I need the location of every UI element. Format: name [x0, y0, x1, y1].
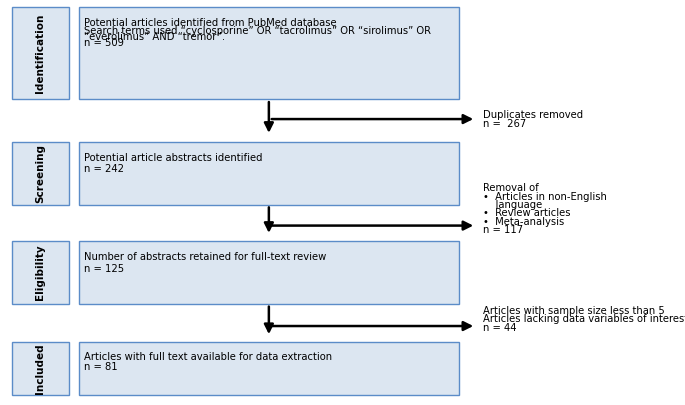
- Text: n = 44: n = 44: [483, 323, 516, 333]
- Text: Articles with full text available for data extraction: Articles with full text available for da…: [84, 352, 332, 362]
- Text: Included: Included: [36, 343, 45, 394]
- Text: •  Meta-analysis: • Meta-analysis: [483, 217, 564, 227]
- Text: n =  267: n = 267: [483, 119, 526, 129]
- FancyBboxPatch shape: [12, 342, 68, 395]
- Text: Articles lacking data variables of interest: Articles lacking data variables of inter…: [483, 314, 685, 324]
- Text: Number of abstracts retained for full-text review: Number of abstracts retained for full-te…: [84, 252, 327, 262]
- Text: n = 117: n = 117: [483, 226, 523, 235]
- FancyBboxPatch shape: [12, 7, 68, 99]
- Text: Removal of: Removal of: [483, 183, 538, 193]
- FancyBboxPatch shape: [79, 342, 459, 395]
- Text: Duplicates removed: Duplicates removed: [483, 110, 583, 120]
- FancyBboxPatch shape: [79, 7, 459, 99]
- FancyBboxPatch shape: [12, 241, 68, 304]
- Text: language: language: [483, 200, 542, 210]
- FancyBboxPatch shape: [79, 241, 459, 304]
- Text: •  Articles in non-English: • Articles in non-English: [483, 192, 607, 202]
- Text: Identification: Identification: [36, 13, 45, 93]
- Text: n = 125: n = 125: [84, 264, 125, 274]
- Text: n = 242: n = 242: [84, 164, 124, 175]
- Text: n = 81: n = 81: [84, 362, 118, 373]
- FancyBboxPatch shape: [12, 142, 68, 205]
- Text: “everolimus” AND “tremor”.: “everolimus” AND “tremor”.: [84, 32, 225, 42]
- Text: n = 509: n = 509: [84, 38, 124, 49]
- Text: •  Review articles: • Review articles: [483, 209, 571, 218]
- Text: Eligibility: Eligibility: [36, 245, 45, 300]
- FancyBboxPatch shape: [79, 142, 459, 205]
- Text: Potential article abstracts identified: Potential article abstracts identified: [84, 153, 263, 163]
- Text: Articles with sample size less than 5: Articles with sample size less than 5: [483, 306, 664, 316]
- Text: Screening: Screening: [36, 144, 45, 202]
- Text: Search terms used “cyclosporine” OR “tacrolimus” OR “sirolimus” OR: Search terms used “cyclosporine” OR “tac…: [84, 26, 432, 36]
- Text: Potential articles identified from PubMed database: Potential articles identified from PubMe…: [84, 18, 337, 28]
